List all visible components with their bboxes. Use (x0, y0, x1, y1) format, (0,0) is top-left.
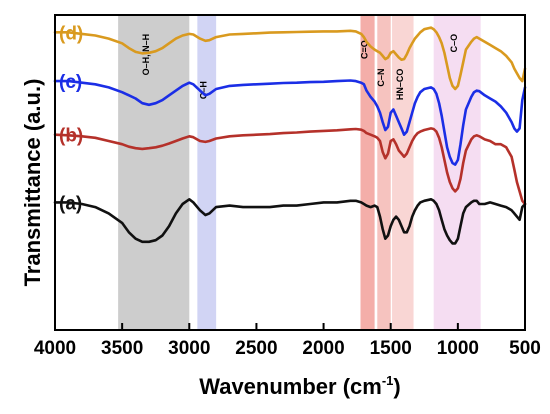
series-label-a: (a) (59, 193, 82, 214)
band-label-c-o: C–O (449, 34, 459, 53)
band-label-c-h: C–H (199, 81, 209, 99)
x-tick-label-1500: 1500 (370, 338, 412, 359)
series-label-d: (d) (59, 23, 83, 44)
x-tick-label-2500: 2500 (235, 338, 277, 359)
band-hn-co (392, 15, 414, 330)
x-tick-label-1000: 1000 (437, 338, 479, 359)
band-highlights (118, 15, 481, 330)
band-c-n (377, 15, 391, 330)
series-labels: (a) (b) (c) (d) (59, 23, 83, 214)
band-label-o-h-n-h: O–H, N–H (141, 34, 151, 76)
band-label-hn-co: HN–CO (395, 69, 405, 101)
band-labels: O–H, N–H C–H C=O C–N HN–CO C–O (141, 34, 459, 100)
band-c-h (197, 15, 217, 330)
x-tick-label-3500: 3500 (101, 338, 143, 359)
plot-frame (54, 14, 526, 331)
band-label-c-n: C–N (376, 69, 386, 87)
series-line-a (53, 198, 527, 245)
x-axis-title-superscript: -1 (382, 373, 394, 388)
x-tick-label-3000: 3000 (168, 338, 210, 359)
x-axis-title-main: Wavenumber (cm (199, 374, 382, 399)
x-axis-title-close: ) (393, 374, 400, 399)
x-tick-label-4000: 4000 (34, 338, 76, 359)
series-label-b: (b) (59, 126, 83, 147)
band-c-o (360, 15, 375, 330)
x-tick-label-500: 500 (509, 338, 541, 359)
band-c-o (433, 15, 481, 330)
series-line-d (53, 26, 527, 91)
x-axis-ticks: 4000 3500 3000 2500 2000 1500 1000 500 (34, 323, 541, 359)
series-line-c (53, 79, 527, 166)
band-label-c-o: C=O (360, 40, 370, 59)
y-axis-title: Transmittance (a.u.) (20, 79, 45, 287)
series-line-b (53, 127, 527, 206)
band-o-h-n-h (118, 15, 190, 330)
x-axis-title: Wavenumber (cm-1) (199, 373, 400, 399)
series-label-c: (c) (59, 72, 82, 93)
spectra-lines (53, 26, 527, 245)
x-tick-label-2000: 2000 (302, 338, 344, 359)
